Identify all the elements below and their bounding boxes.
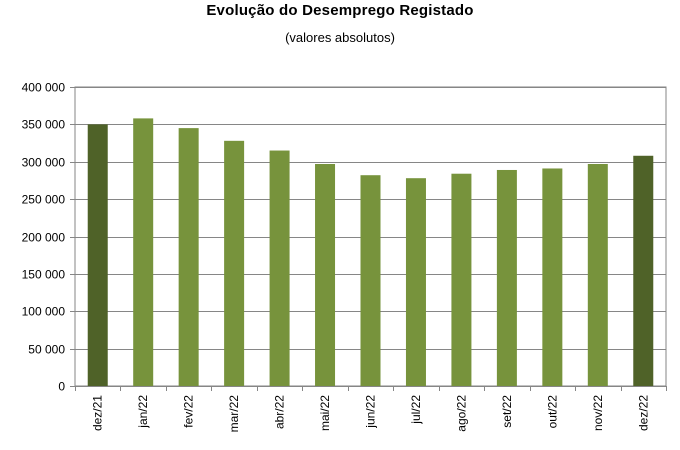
y-tick-label: 150 000 [22,268,66,282]
y-tick-label: 300 000 [22,156,66,170]
x-tick-label: abr/22 [273,395,287,429]
x-tick-label: ago/22 [454,395,468,432]
bar [451,173,472,386]
x-tick-label: mai/22 [318,395,332,431]
x-tick-label: jun/22 [364,395,378,429]
bar [542,168,563,386]
bar [178,128,199,387]
x-tick-label: out/22 [545,395,559,429]
chart-title: Evolução do Desemprego Registado [206,2,474,19]
x-tick-label: jan/22 [136,395,150,429]
x-tick-label: mar/22 [227,395,241,433]
bar [269,150,290,386]
y-tick-label: 50 000 [28,343,65,357]
bar [633,155,654,386]
x-tick-label: dez/21 [91,395,105,431]
bar [133,118,154,387]
bar [224,140,245,386]
x-tick-label: nov/22 [591,395,605,431]
bar [87,124,108,386]
x-tick-label: set/22 [500,395,514,428]
y-tick-label: 200 000 [22,231,66,245]
x-tick-label: jul/22 [409,395,423,425]
bar [315,163,336,386]
y-tick-label: 0 [58,380,65,394]
bar [360,175,381,386]
x-tick-label: fev/22 [182,395,196,428]
bar [587,163,608,386]
x-tick-label: dez/22 [636,395,650,431]
y-tick-label: 250 000 [22,193,66,207]
y-tick-label: 400 000 [22,81,66,95]
bar [405,178,426,386]
chart-subtitle: (valores absolutos) [285,30,395,45]
y-tick-label: 350 000 [22,118,66,132]
bar [496,169,517,386]
y-tick-label: 100 000 [22,305,66,319]
